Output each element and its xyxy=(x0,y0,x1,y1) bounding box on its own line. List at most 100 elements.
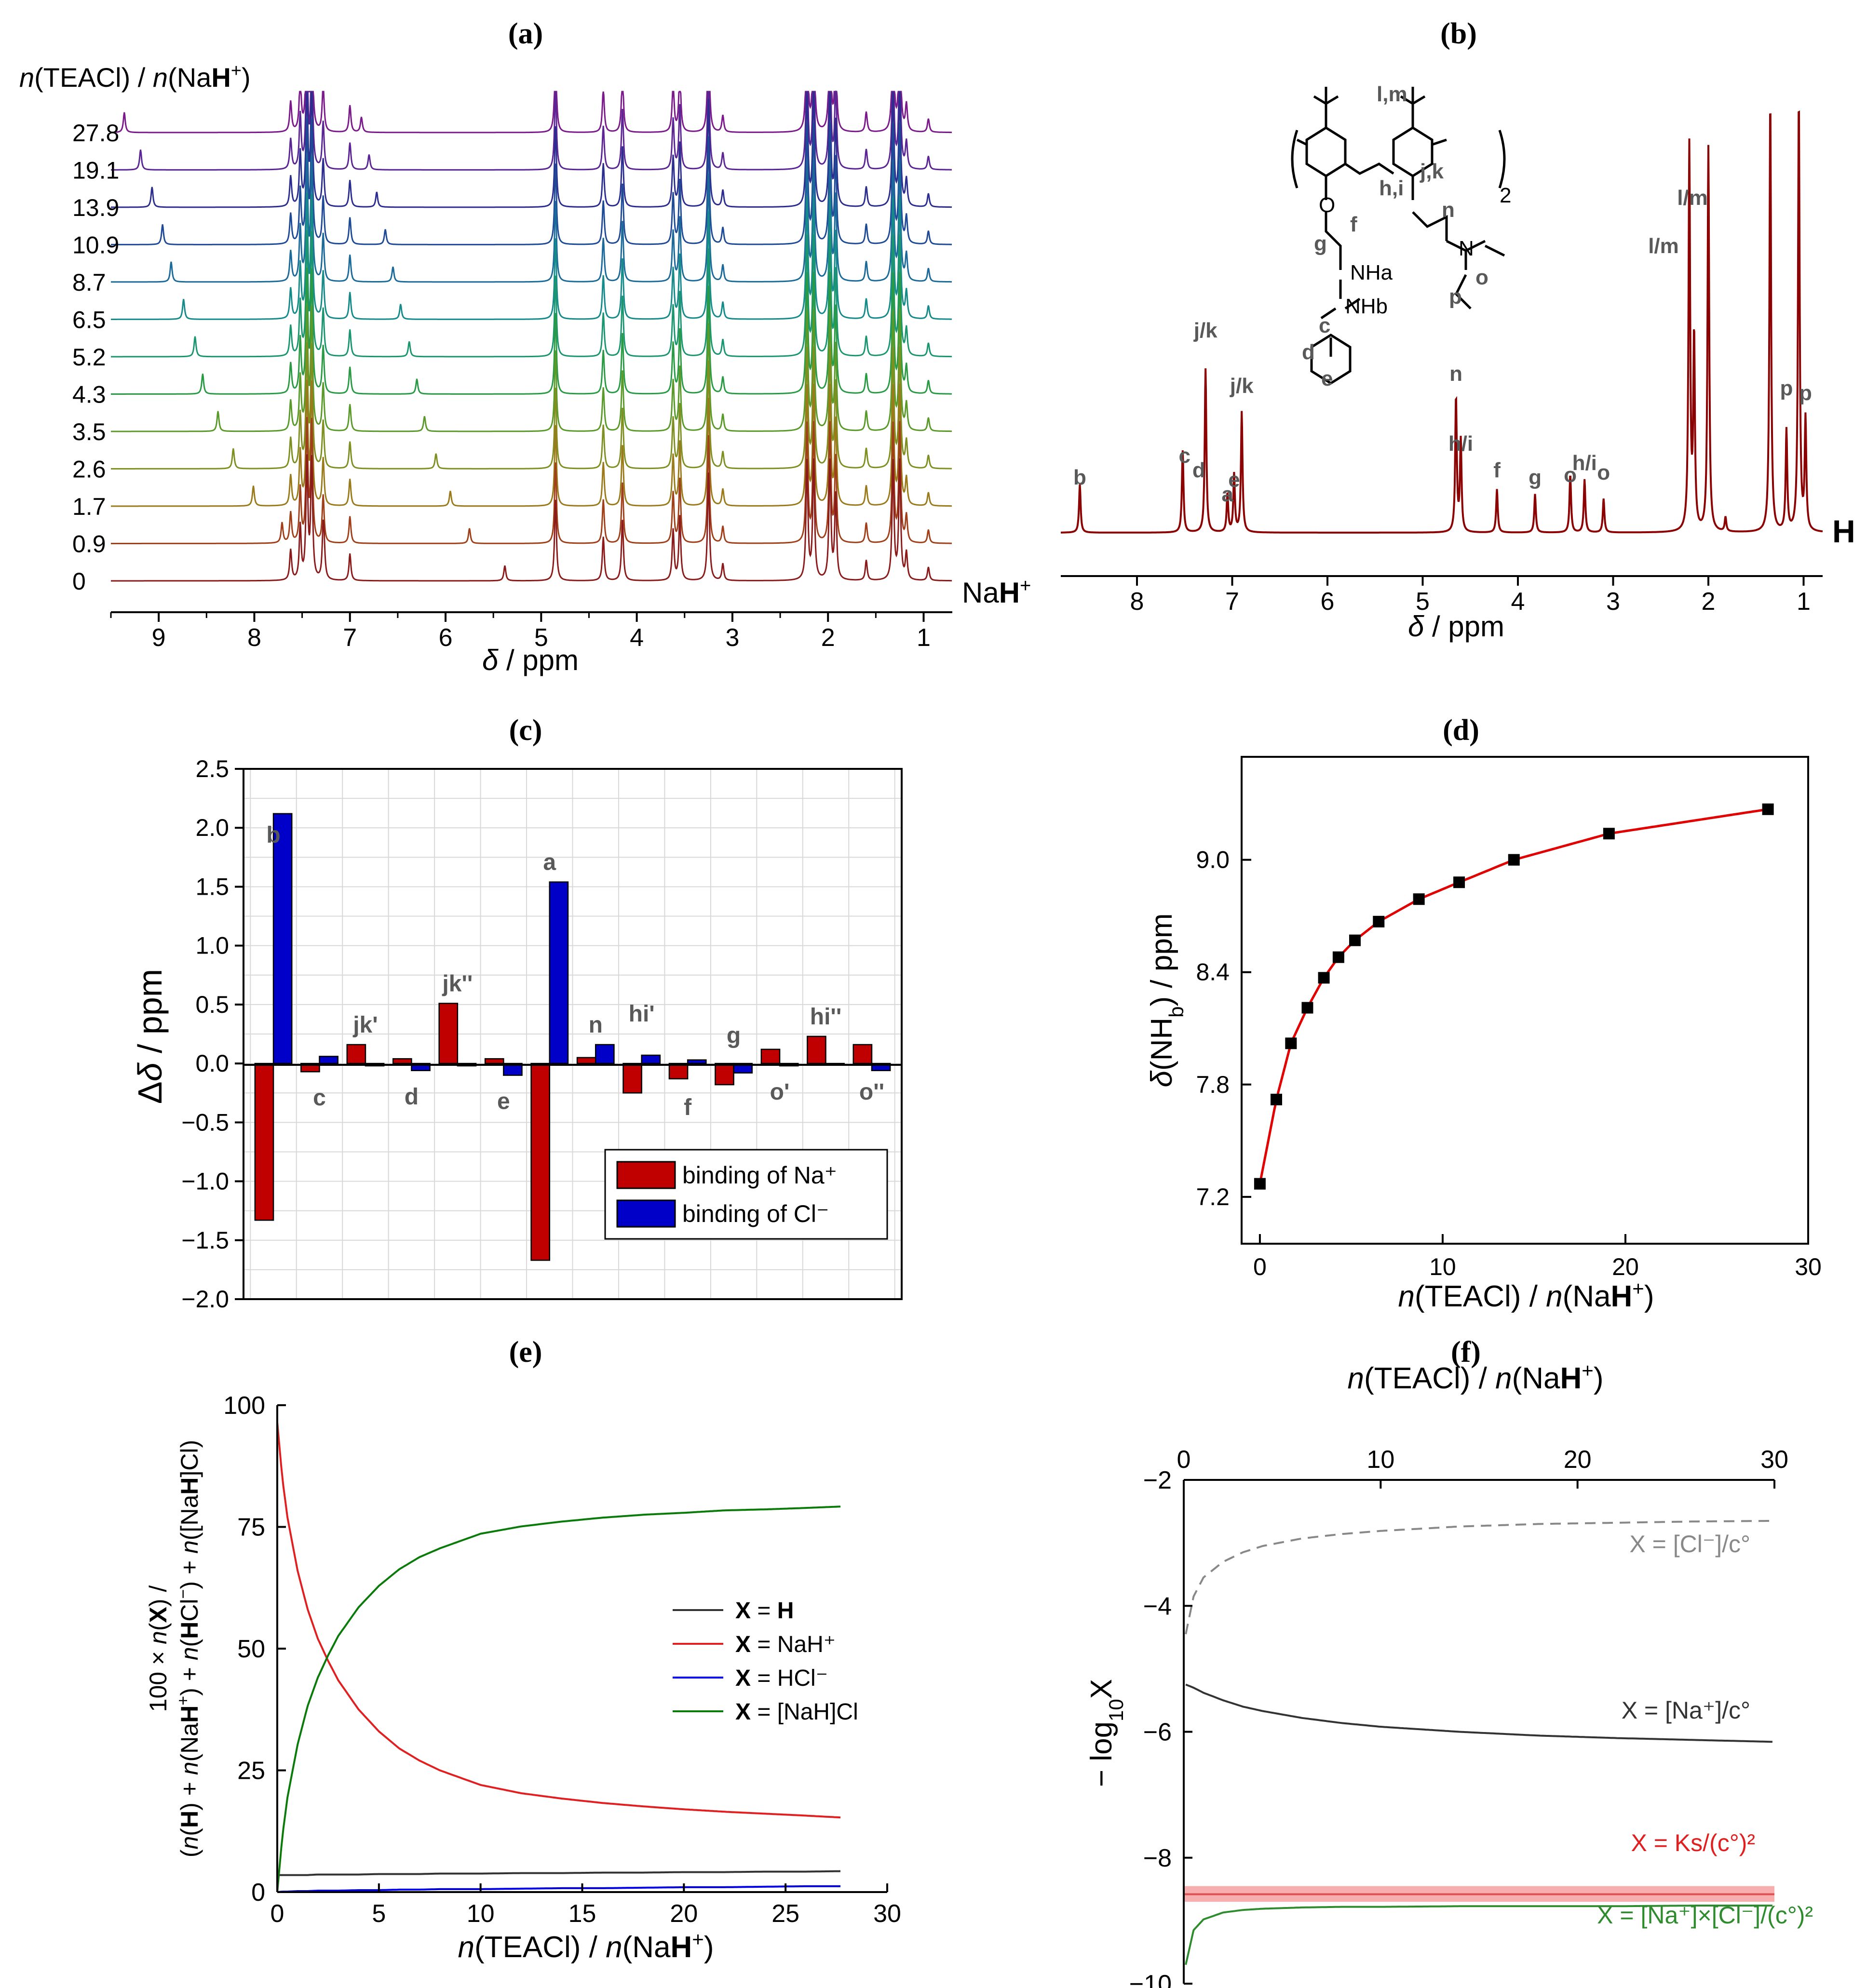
bar xyxy=(715,1062,734,1086)
x-tick-label: 7 xyxy=(1225,588,1239,616)
svg-text:(n(H) + n(NaH+) + n(HCl−) + n(: (n(H) + n(NaH+) + n(HCl−) + n([NaH]Cl) xyxy=(174,1440,203,1857)
x-tick-label: 5 xyxy=(372,1900,386,1928)
bar xyxy=(484,1058,504,1064)
x-tick-label: 20 xyxy=(670,1900,698,1928)
x-tick-label: 25 xyxy=(771,1900,799,1928)
legend-label: X = HCl⁻ xyxy=(735,1666,828,1691)
bar xyxy=(668,1062,689,1080)
spectrum-trace xyxy=(110,91,952,134)
panel-f-title: (f) xyxy=(1451,1336,1481,1369)
series-label: X = [Cl⁻]/c° xyxy=(1629,1531,1750,1558)
peak-label: b xyxy=(1073,466,1086,489)
panel-f-top-xlabel: n(TEACl) / n(NaH+) xyxy=(1348,1359,1604,1396)
spectrum-trace xyxy=(111,91,952,208)
x-tick-label: 5 xyxy=(1416,588,1430,616)
series-line xyxy=(276,1505,841,1893)
ratio-label: 1.7 xyxy=(72,493,106,520)
panel-d-titration: 0 10 20 30 7.27.88.49.0 n(TEACl) / n(NaH+) … xyxy=(1145,756,1822,1314)
panel-b-compound-label: H xyxy=(1832,513,1855,549)
data-point xyxy=(1318,972,1330,984)
data-point xyxy=(1349,934,1361,946)
data-point xyxy=(1285,1037,1297,1049)
x-tick-label: 10 xyxy=(1429,1253,1456,1280)
bar xyxy=(346,1044,366,1064)
peak-label: p xyxy=(1799,381,1812,405)
category-label: o' xyxy=(770,1079,790,1105)
ratio-label: 10.9 xyxy=(72,232,119,259)
ratio-label: 0 xyxy=(72,568,86,595)
y-tick-label: −2.0 xyxy=(181,1286,229,1313)
struct-label-hi: h,i xyxy=(1379,176,1404,200)
x-tick-label: 9 xyxy=(152,624,166,652)
data-point xyxy=(1301,1002,1313,1014)
y-tick-label: −8 xyxy=(1143,1844,1172,1872)
struct-label-N: N xyxy=(1459,237,1474,260)
data-point xyxy=(1413,893,1425,905)
bar xyxy=(272,813,293,1064)
category-label: o'' xyxy=(859,1079,884,1105)
series-line xyxy=(1185,1905,1772,1965)
y-tick-label: 7.2 xyxy=(1196,1183,1230,1210)
bar xyxy=(254,1062,274,1221)
x-tick-label: 8 xyxy=(1130,588,1144,616)
ratio-label: 3.5 xyxy=(72,418,106,445)
data-point xyxy=(1271,1093,1283,1105)
peak-label: e xyxy=(1228,468,1240,492)
x-tick-label: 8 xyxy=(247,624,261,652)
bar xyxy=(392,1058,412,1064)
peak-label: f xyxy=(1493,458,1501,482)
bar xyxy=(622,1062,642,1094)
panel-b-title: (b) xyxy=(1440,17,1477,50)
legend-label-cl: binding of Cl⁻ xyxy=(682,1200,829,1227)
category-label: hi'' xyxy=(810,1004,841,1030)
svg-text:100 × n(X) /: 100 × n(X) / xyxy=(145,1585,172,1712)
y-tick-label: −4 xyxy=(1143,1592,1172,1620)
y-tick-label: 0.0 xyxy=(195,1050,229,1077)
spectrum-trace xyxy=(111,416,952,544)
panel-d-xlabel: n(TEACl) / n(NaH+) xyxy=(1398,1277,1654,1314)
series-label: X = [Na⁺]/c° xyxy=(1622,1697,1750,1724)
spectrum-trace xyxy=(111,90,952,171)
y-tick-label: 2.0 xyxy=(195,814,229,841)
data-point xyxy=(1603,828,1615,840)
x-tick-label: 3 xyxy=(1606,588,1620,616)
x-tick-label: 1 xyxy=(917,624,931,652)
panel-b-spectrum-trace xyxy=(1061,110,1823,534)
x-tick-label: 30 xyxy=(873,1900,901,1928)
y-tick-label: 2.5 xyxy=(195,755,229,782)
y-tick-label: 0.5 xyxy=(195,991,229,1018)
panel-c-title: (c) xyxy=(509,714,542,747)
struct-label-c: c xyxy=(1319,314,1330,337)
panel-e-xlabel: n(TEACl) / n(NaH+) xyxy=(458,1928,714,1964)
y-tick-label: 50 xyxy=(237,1635,265,1663)
data-point xyxy=(1508,854,1520,866)
peak-label: a xyxy=(1221,483,1233,506)
panel-a-nah-label: NaH+ xyxy=(962,575,1031,609)
struct-label-nha: NHa xyxy=(1350,261,1393,284)
panel-f-log-plot: n(TEACl) / n(NaH+) 0 10 20 30 −2 −4 −6 −8 −10 −… xyxy=(1085,1359,1813,1988)
x-tick-label: 0 xyxy=(1177,1446,1191,1474)
struct-label-g: g xyxy=(1314,232,1327,255)
series-line xyxy=(1185,1519,1772,1635)
spectrum-trace xyxy=(111,268,952,395)
ratio-label: 4.3 xyxy=(72,381,106,408)
x-tick-label: 10 xyxy=(467,1900,495,1928)
peak-label: c xyxy=(1179,444,1191,468)
panel-c-legend: binding of Na⁺ binding of Cl⁻ xyxy=(604,1149,888,1240)
peak-label: l/m xyxy=(1677,186,1708,210)
x-tick-label: 20 xyxy=(1612,1253,1639,1280)
ratio-label: 27.8 xyxy=(72,120,119,147)
x-tick-label: 15 xyxy=(568,1900,596,1928)
struct-label-nhb: NHb xyxy=(1345,295,1388,318)
x-tick-label: 6 xyxy=(1321,588,1335,616)
x-tick-label: 20 xyxy=(1564,1446,1592,1474)
series-label: X = Ks/(c°)² xyxy=(1631,1829,1755,1856)
y-tick-label: 25 xyxy=(237,1757,265,1785)
y-tick-label: 8.4 xyxy=(1196,959,1230,986)
panel-a-spectra: n(TEACl) / n(NaH+) 27.819.113.910.98.76.… xyxy=(19,61,1031,676)
panel-b-spectrum: l,m j,k h,i n 2 f g NHa NHb c d e o p O … xyxy=(1061,82,1855,643)
bar xyxy=(852,1044,873,1064)
x-tick-label: 30 xyxy=(1795,1253,1822,1280)
y-tick-label: 100 xyxy=(223,1392,265,1420)
